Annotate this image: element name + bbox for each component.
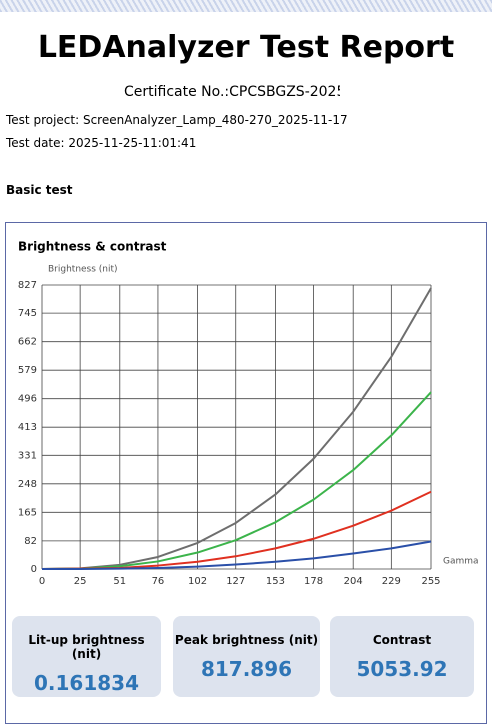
y-tick-label: 0 [31, 564, 37, 575]
y-tick-label: 82 [24, 536, 37, 547]
x-axis-label: Gamma [443, 557, 479, 567]
test-date: Test date: 2025-11-25-11:01:41 [6, 136, 197, 150]
metric-card: Lit-up brightness (nit) 0.161834 [12, 616, 161, 697]
y-tick-label: 827 [18, 280, 37, 291]
y-tick-label: 331 [18, 450, 37, 461]
y-tick-label: 248 [18, 479, 37, 490]
metric-label: Peak brightness (nit) [174, 633, 319, 647]
chart: Brightness & contrast Brightness (nit) G… [18, 240, 479, 588]
report-title: LEDAnalyzer Test Report [37, 30, 455, 65]
metric-value: 817.896 [200, 657, 293, 681]
series-line [42, 540, 432, 570]
header-band [0, 0, 492, 12]
y-tick-label: 413 [18, 422, 37, 433]
x-tick-label: 76 [152, 576, 165, 587]
y-tick-label: 662 [18, 337, 37, 348]
x-tick-label: 153 [266, 576, 285, 587]
x-tick-label: 51 [113, 576, 126, 587]
chart-title: Brightness & contrast [18, 240, 167, 254]
test-project: Test project: ScreenAnalyzer_Lamp_480-27… [6, 113, 348, 127]
section-title: Basic test [6, 183, 73, 197]
metric-value: 5053.92 [356, 657, 448, 681]
y-tick-label: 165 [18, 507, 37, 518]
x-tick-label: 255 [421, 576, 440, 587]
x-tick-label: 0 [39, 576, 45, 587]
x-tick-label: 229 [382, 576, 401, 587]
x-tick-label: 204 [344, 576, 363, 587]
y-tick-label: 745 [18, 308, 37, 319]
series-line [41, 391, 432, 570]
y-axis-label: Brightness (nit) [48, 265, 118, 275]
metric-value: 0.161834 [33, 671, 139, 695]
x-tick-label: 25 [74, 576, 87, 587]
metric-label: Lit-up brightness (nit) [28, 633, 145, 661]
metric-card: Contrast 5053.92 [330, 616, 474, 697]
y-tick-label: 496 [18, 394, 37, 405]
x-tick-label: 127 [226, 576, 245, 587]
metric-label: Contrast [372, 633, 432, 647]
y-tick-label: 579 [18, 365, 37, 376]
metric-card: Peak brightness (nit) 817.896 [173, 616, 320, 697]
series-line [41, 490, 432, 570]
x-tick-label: 178 [304, 576, 323, 587]
certificate: Certificate No.:CPCSBGZS-2025-0 [124, 84, 340, 100]
x-tick-label: 102 [188, 576, 207, 587]
series-line [41, 287, 432, 570]
